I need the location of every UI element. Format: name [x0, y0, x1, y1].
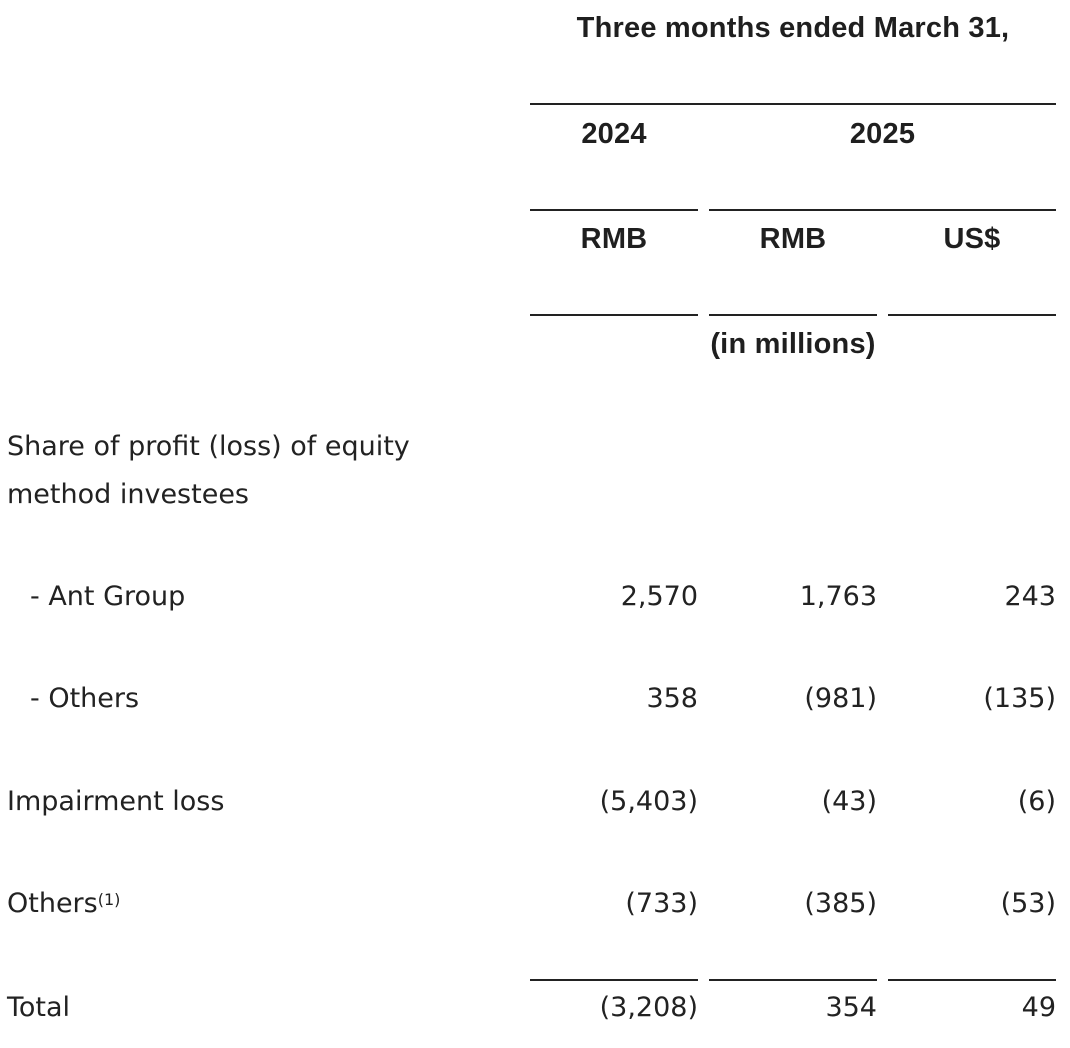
period-header: Three months ended March 31, [576, 12, 1010, 44]
footnote-marker: (1) [97, 890, 121, 909]
currency-2025-rmb: RMB [759, 223, 827, 255]
ant-group-usd-2025: 243 [1004, 581, 1056, 612]
others-sub-usd-2025: (135) [983, 683, 1056, 714]
header-rule-period [530, 103, 1056, 105]
total-rmb-2025: 354 [825, 992, 877, 1023]
others-label: Others [7, 888, 98, 919]
others-sub-rmb-2025: (981) [804, 683, 877, 714]
year-2025-header: 2025 [849, 118, 916, 150]
others-row-label: Others(1) [7, 880, 407, 928]
total-rule-rmb-2024 [530, 979, 698, 981]
others-rmb-2024: (733) [625, 888, 698, 919]
total-label: Total [7, 992, 71, 1023]
impairment-rmb-2025: (43) [821, 786, 877, 817]
unit-label: (in millions) [710, 328, 876, 360]
currency-2025-usd: US$ [943, 223, 1001, 255]
header-rule-2025 [709, 209, 1056, 211]
total-rule-rmb-2025 [709, 979, 877, 981]
currency-2024-rmb: RMB [580, 223, 648, 255]
header-rule-2024 [530, 209, 698, 211]
year-2024-header: 2024 [581, 118, 647, 150]
others-sub-label: - Others [30, 683, 140, 714]
header-rule-rmb-2025 [709, 314, 877, 316]
ant-group-rmb-2024: 2,570 [620, 581, 698, 612]
header-rule-rmb-2024 [530, 314, 698, 316]
total-usd-2025: 49 [1021, 992, 1056, 1023]
ant-group-rmb-2025: 1,763 [799, 581, 877, 612]
others-usd-2025: (53) [1000, 888, 1056, 919]
share-of-profit-heading: Share of profit (loss) of equity method … [7, 431, 410, 510]
total-rmb-2024: (3,208) [599, 992, 698, 1023]
header-rule-usd-2025 [888, 314, 1056, 316]
ant-group-label: - Ant Group [30, 581, 186, 612]
others-sub-rmb-2024: 358 [646, 683, 698, 714]
impairment-rmb-2024: (5,403) [599, 786, 698, 817]
impairment-loss-label: Impairment loss [7, 786, 225, 817]
total-rule-usd-2025 [888, 979, 1056, 981]
others-rmb-2025: (385) [804, 888, 877, 919]
impairment-usd-2025: (6) [1017, 786, 1056, 817]
